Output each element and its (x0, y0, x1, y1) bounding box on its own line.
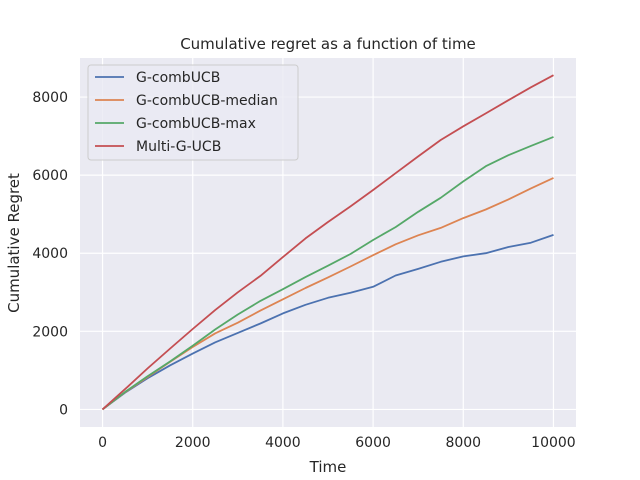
legend-items: G-combUCB G-combUCB-median G-combUCB-max Mu… (95, 70, 278, 155)
x-tick-label: 0 (98, 435, 107, 451)
legend-label: G-combUCB-max (136, 116, 256, 132)
series-lines (101, 74, 554, 411)
legend-label: G-combUCB (136, 70, 220, 86)
x-tick-label: 4000 (265, 435, 301, 451)
x-tick-label: 6000 (355, 435, 391, 451)
x-tick-label: 8000 (445, 435, 481, 451)
y-tick-label: 8000 (32, 90, 68, 106)
series-line (101, 74, 554, 411)
x-tick-label: 10000 (531, 435, 576, 451)
x-axis-ticks: 0 2000 4000 6000 8000 10000 (98, 435, 576, 451)
chart-title: Cumulative regret as a function of time (180, 35, 476, 53)
y-tick-label: 6000 (32, 168, 68, 184)
legend: G-combUCB G-combUCB-median G-combUCB-max Mu… (87, 64, 299, 161)
y-tick-label: 0 (59, 402, 68, 418)
legend-label: G-combUCB-median (136, 93, 278, 109)
series-line (101, 136, 554, 411)
x-axis-label: Time (309, 458, 347, 476)
y-axis-ticks: 0 2000 4000 6000 8000 (32, 90, 68, 418)
y-tick-label: 4000 (32, 246, 68, 262)
y-tick-label: 2000 (32, 324, 68, 340)
series-line (101, 234, 554, 411)
legend-box (87, 64, 299, 161)
x-tick-label: 2000 (175, 435, 211, 451)
y-axis-label: Cumulative Regret (5, 173, 23, 313)
legend-label: Multi-G-UCB (136, 139, 221, 155)
